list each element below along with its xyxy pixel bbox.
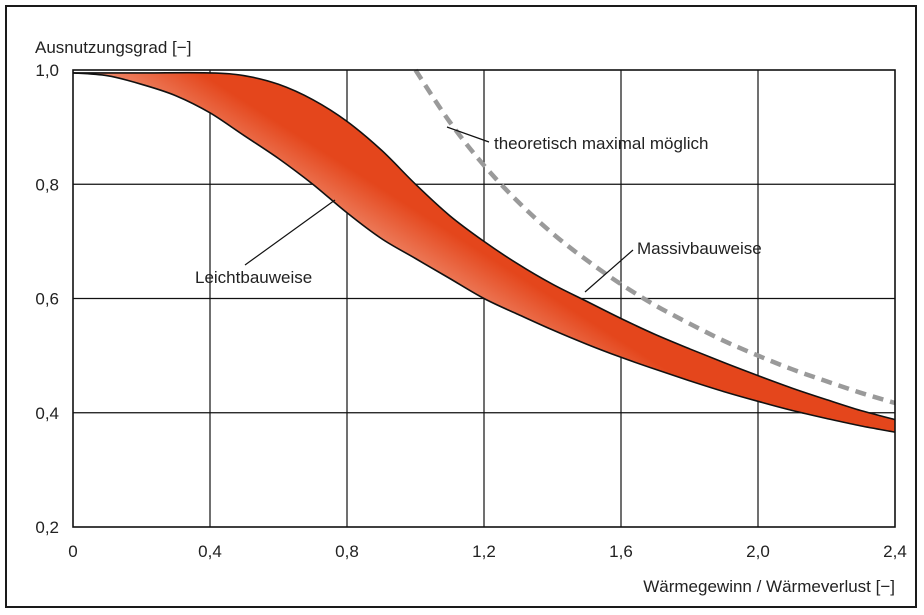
efficiency-band bbox=[72, 71, 896, 433]
y-tick-label: 0,8 bbox=[35, 175, 59, 194]
x-tick-label: 2,4 bbox=[883, 542, 907, 561]
x-tick-label: 0,4 bbox=[198, 542, 222, 561]
annotation-leaders bbox=[244, 126, 634, 293]
chart-frame: 0 0,4 0,8 1,2 1,6 2,0 2,4 0,2 0,4 0,6 0,8 1,0 Ausn… bbox=[5, 5, 917, 608]
x-tick-label: 0,8 bbox=[335, 542, 359, 561]
y-axis-label: Ausnutzungsgrad [−] bbox=[35, 38, 191, 57]
leader-leicht bbox=[244, 199, 336, 266]
annotation-theoretical: theoretisch maximal möglich bbox=[494, 134, 708, 153]
y-tick-labels: 0,2 0,4 0,6 0,8 1,0 bbox=[35, 61, 59, 537]
annotation-leicht: Leichtbauweise bbox=[195, 268, 312, 287]
x-tick-labels: 0 0,4 0,8 1,2 1,6 2,0 2,4 bbox=[68, 542, 907, 561]
efficiency-chart: 0 0,4 0,8 1,2 1,6 2,0 2,4 0,2 0,4 0,6 0,8 1,0 Ausn… bbox=[35, 38, 907, 596]
y-tick-label: 0,2 bbox=[35, 518, 59, 537]
band-fill bbox=[73, 72, 895, 433]
series-line-massivbauweise bbox=[73, 71, 896, 421]
x-tick-label: 0 bbox=[68, 542, 77, 561]
series-line-theoretical-max bbox=[413, 68, 896, 406]
plot-border bbox=[72, 69, 896, 528]
theoretical-max-series bbox=[413, 68, 896, 406]
leader-massiv bbox=[584, 249, 634, 293]
plot-area-border bbox=[72, 69, 896, 528]
y-tick-label: 0,4 bbox=[35, 404, 59, 423]
x-tick-label: 1,2 bbox=[472, 542, 496, 561]
x-tick-label: 2,0 bbox=[746, 542, 770, 561]
y-tick-label: 0,6 bbox=[35, 290, 59, 309]
series-line-leichtbauweise bbox=[72, 72, 896, 433]
annotation-massiv: Massivbauweise bbox=[637, 239, 762, 258]
x-axis-label: Wärmegewinn / Wärmeverlust [−] bbox=[643, 577, 895, 596]
x-tick-label: 1,6 bbox=[609, 542, 633, 561]
leader-theoretical bbox=[446, 126, 490, 143]
y-tick-label: 1,0 bbox=[35, 61, 59, 80]
